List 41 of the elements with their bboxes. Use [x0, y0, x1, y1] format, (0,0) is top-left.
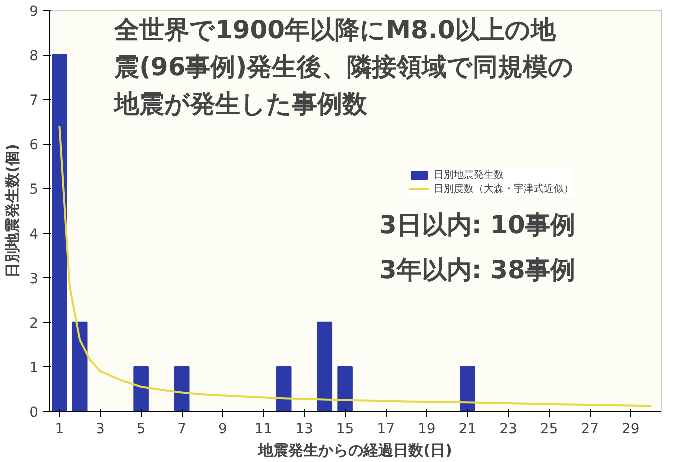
- annotation: 3日以内: 10事例: [380, 210, 576, 240]
- x-tick-label: 11: [254, 422, 273, 438]
- y-tick-label: 7: [30, 93, 39, 110]
- x-tick-label: 25: [540, 422, 558, 438]
- x-tick-label: 9: [218, 422, 228, 438]
- bar: [52, 54, 68, 412]
- y-axis-title: 日別地震発生数(個): [4, 144, 22, 278]
- x-tick-label: 21: [458, 422, 477, 438]
- x-tick-label: 3: [96, 422, 105, 438]
- y-tick-label: 2: [30, 316, 39, 332]
- x-tick-label: 7: [178, 422, 187, 438]
- y-tick-label: 8: [30, 48, 39, 65]
- y-tick-label: 9: [30, 4, 39, 20]
- bar: [460, 366, 476, 412]
- x-tick-label: 15: [336, 422, 354, 438]
- y-tick-label: 4: [30, 226, 39, 243]
- x-axis-title: 地震発生からの経過日数(日): [258, 442, 452, 460]
- x-tick-label: 29: [622, 422, 640, 438]
- y-tick-label: 1: [30, 360, 39, 376]
- legend-label: 日別地震発生数: [434, 168, 504, 182]
- line-series: [58, 125, 652, 408]
- y-tick-label: 0: [30, 405, 39, 421]
- y-tick-label: 3: [30, 271, 39, 288]
- annotation: 3年以内: 38事例: [380, 256, 576, 284]
- bar: [174, 366, 190, 412]
- x-tick-label: 5: [136, 422, 146, 438]
- text: 全世界で1900年以降にM8.0以上の地震(96事例)発生後、隣接領域で同規模の地震が発生した事例数: [114, 16, 574, 118]
- x-tick-label: 17: [377, 422, 396, 438]
- bar: [276, 366, 292, 412]
- bar: [317, 322, 333, 412]
- y-tick-label: 6: [30, 138, 39, 154]
- x-tick-label: 23: [500, 422, 518, 438]
- x-tick-label: 27: [581, 422, 600, 438]
- x-tick-label: 19: [418, 422, 436, 438]
- bar: [338, 366, 353, 412]
- x-tick-label: 1: [55, 422, 64, 438]
- bar: [72, 322, 88, 412]
- legend-label: 日別度数（大森・宇津式近似）: [434, 182, 574, 196]
- y-tick-label: 5: [30, 182, 39, 198]
- bar: [134, 366, 149, 412]
- x-tick-label: 13: [296, 422, 314, 438]
